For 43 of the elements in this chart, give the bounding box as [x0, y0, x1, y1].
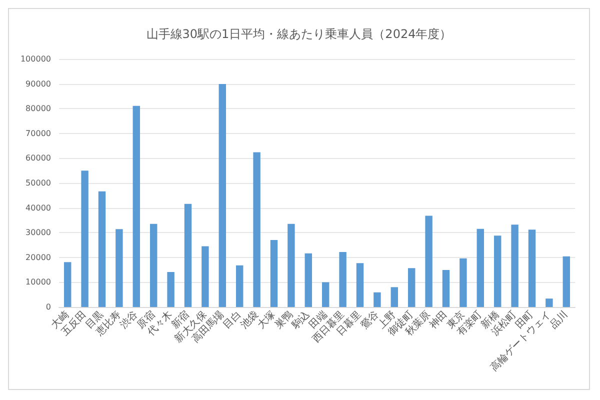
bar — [476, 228, 484, 307]
bar — [511, 224, 518, 307]
bar — [288, 224, 295, 307]
y-tick-label: 80000 — [26, 104, 51, 114]
bar — [270, 240, 278, 307]
bar — [356, 263, 364, 307]
bar — [150, 224, 158, 307]
y-tick-label: 10000 — [26, 278, 51, 287]
bar — [546, 298, 553, 307]
bar — [218, 84, 226, 307]
bar — [339, 252, 346, 307]
chart-title: 山手線30駅の1日平均・線あたり乗車人員（2024年度） — [146, 27, 452, 41]
y-tick-label: 60000 — [26, 154, 51, 163]
bar — [202, 246, 209, 307]
bar — [442, 270, 450, 307]
bar — [253, 152, 260, 307]
bar — [460, 258, 467, 307]
bar — [425, 216, 432, 307]
bar — [167, 272, 174, 307]
y-tick-label: 40000 — [26, 203, 51, 212]
bar — [81, 170, 88, 307]
bar — [116, 229, 123, 307]
bar — [494, 236, 502, 307]
y-tick-label: 100000 — [20, 54, 51, 64]
bar — [98, 191, 106, 307]
bar — [390, 287, 398, 307]
bar — [322, 282, 330, 307]
bar — [184, 204, 192, 307]
y-tick-label: 30000 — [26, 228, 51, 238]
bar — [374, 292, 381, 307]
bar — [528, 230, 536, 307]
bar — [132, 106, 140, 307]
y-tick-label: 90000 — [26, 79, 51, 88]
bar — [304, 253, 312, 307]
x-tick-label: 品川 — [548, 308, 570, 332]
y-tick-label: 20000 — [26, 252, 51, 262]
bar — [236, 265, 244, 307]
y-tick-label: 50000 — [26, 178, 51, 188]
bar — [408, 268, 416, 307]
bar — [64, 262, 72, 307]
y-tick-label: 0 — [46, 302, 51, 312]
bar — [562, 256, 570, 307]
y-tick-label: 70000 — [26, 128, 51, 138]
